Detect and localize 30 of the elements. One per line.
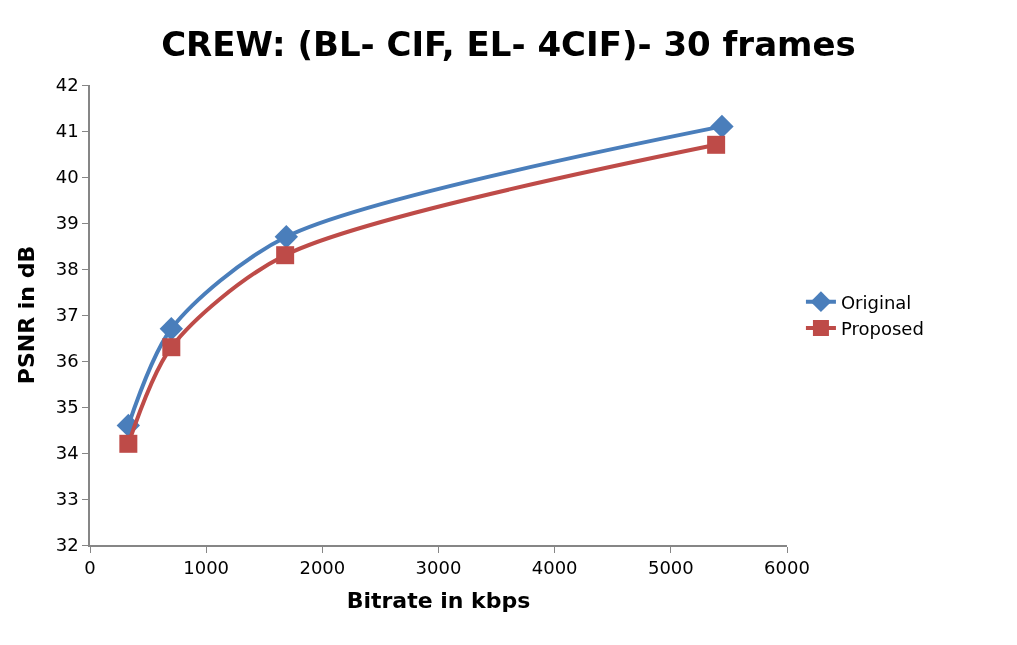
y-tick-label: 32 [55, 534, 79, 556]
x-tick-label: 4000 [531, 557, 578, 579]
y-tick-label: 36 [55, 350, 79, 372]
y-tick-label: 42 [55, 74, 79, 96]
y-tick-label: 38 [55, 258, 79, 280]
y-axis-title: PSNR in dB [14, 245, 40, 385]
point [159, 317, 184, 341]
point [710, 114, 734, 139]
chart-title: CREW: (BL- CIF, EL- 4CIF)- 30 frames [161, 24, 856, 65]
x-tick-label: 0 [84, 557, 96, 579]
x-tick-label: 1000 [183, 557, 230, 579]
legend-label: Proposed [840, 318, 924, 340]
y-tick-label: 33 [55, 488, 79, 510]
point [162, 338, 181, 357]
x-axis-title: Bitrate in kbps [346, 587, 531, 613]
point [274, 225, 299, 249]
y-tick-label: 35 [55, 396, 79, 418]
point [119, 434, 138, 453]
x-tick-label: 3000 [415, 557, 462, 579]
point [276, 246, 295, 265]
y-tick-label: 39 [55, 212, 79, 234]
y-tick-label: 40 [55, 166, 79, 188]
x-tick-label: 2000 [299, 557, 346, 579]
y-tick-label: 34 [55, 442, 79, 464]
point [707, 135, 726, 154]
legend-label: Original [840, 291, 912, 313]
y-tick-label: 41 [55, 120, 79, 142]
x-tick-label: 5000 [647, 557, 694, 579]
x-tick-label: 6000 [764, 557, 810, 579]
y-tick-label: 37 [55, 304, 79, 326]
